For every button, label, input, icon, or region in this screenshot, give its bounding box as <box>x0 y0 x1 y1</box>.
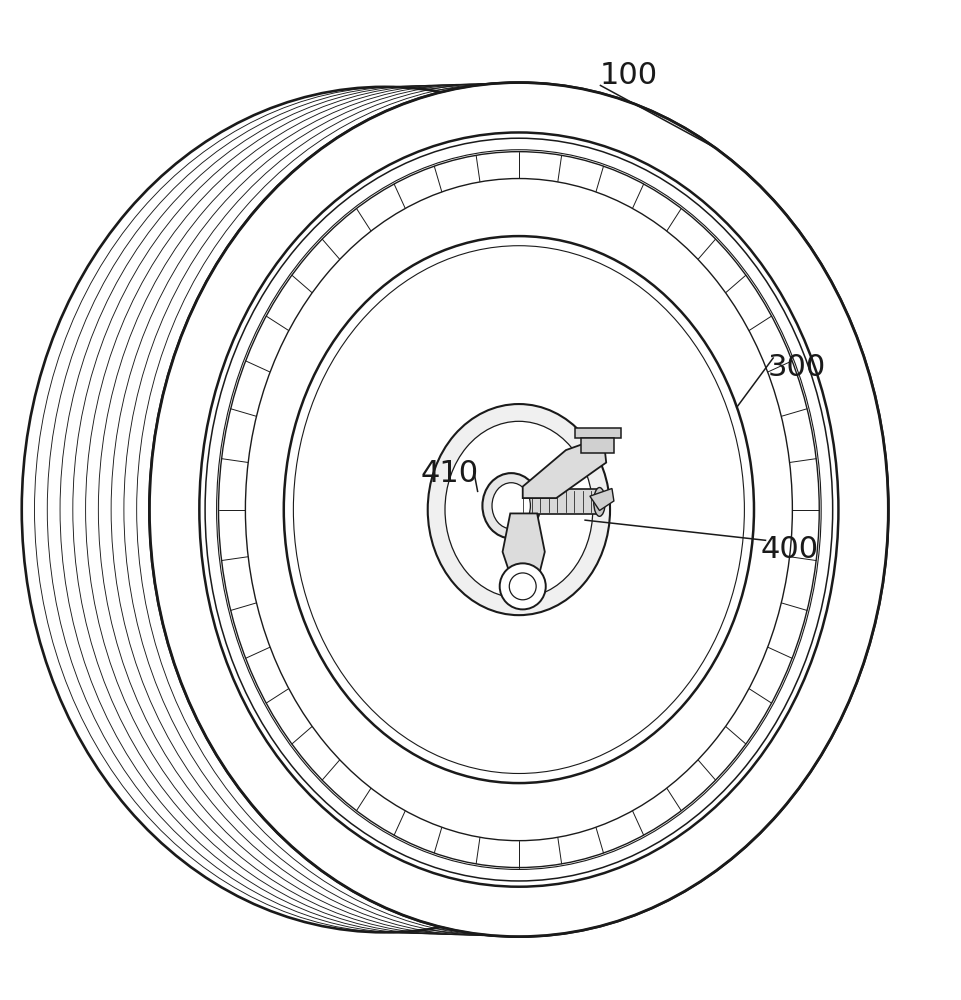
Polygon shape <box>523 441 606 498</box>
Text: 400: 400 <box>760 535 819 564</box>
Ellipse shape <box>218 152 819 868</box>
Ellipse shape <box>283 236 754 783</box>
Circle shape <box>509 573 536 600</box>
Polygon shape <box>590 488 614 511</box>
Ellipse shape <box>482 473 540 538</box>
Ellipse shape <box>594 488 605 516</box>
Bar <box>581 438 614 453</box>
Bar <box>575 428 621 438</box>
Text: 410: 410 <box>421 459 479 488</box>
Circle shape <box>500 563 546 609</box>
Ellipse shape <box>445 421 593 598</box>
Text: 300: 300 <box>768 353 826 382</box>
Ellipse shape <box>428 404 610 615</box>
Polygon shape <box>503 513 545 583</box>
Ellipse shape <box>22 87 748 932</box>
Ellipse shape <box>245 179 793 841</box>
Text: 100: 100 <box>601 61 658 90</box>
Ellipse shape <box>492 483 530 529</box>
Ellipse shape <box>199 132 838 887</box>
Bar <box>515 489 600 514</box>
Ellipse shape <box>150 84 887 936</box>
